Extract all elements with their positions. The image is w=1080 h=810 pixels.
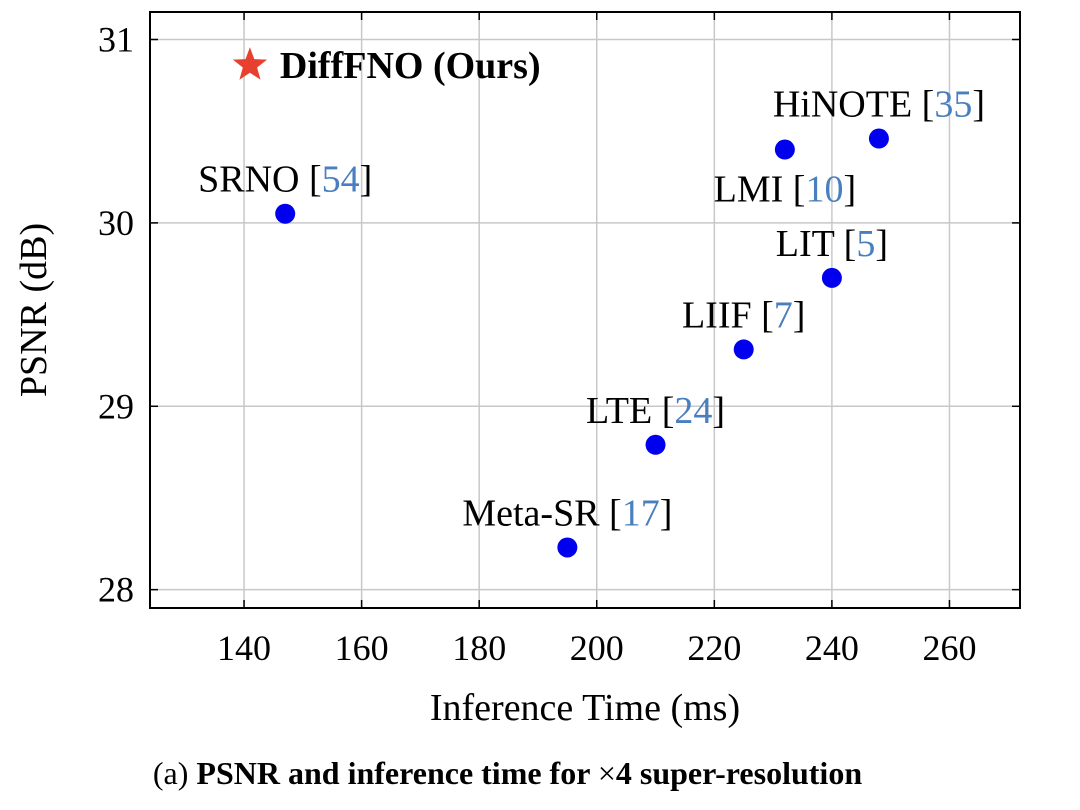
data-point (733, 339, 754, 360)
data-marks: SRNO [54] Meta-SR [17] LTE [24] LIIF [7] LIT… (198, 45, 985, 558)
y-tick-label: 28 (98, 570, 134, 610)
caption-prefix: (a) (152, 755, 197, 791)
data-label: LMI [10] (714, 169, 856, 211)
caption-bold-rest: 4 super-resolution (615, 755, 863, 791)
data-label: HiNOTE [35] (773, 84, 985, 126)
x-tick-label: 240 (805, 628, 859, 668)
caption-bold: PSNR and inference time for (196, 755, 598, 791)
y-tick-label: 29 (98, 386, 134, 426)
data-point (868, 128, 889, 149)
data-point (821, 267, 842, 288)
x-tick-label: 140 (217, 628, 271, 668)
chart: 140 160 180 200 220 240 260 28 29 30 31 Inference … (13, 11, 1021, 729)
x-tick-label: 200 (570, 628, 624, 668)
x-axis-label: Inference Time (ms) (430, 687, 740, 729)
data-point (275, 203, 296, 224)
figure-caption: (a) PSNR and inference time for ×4 super… (0, 755, 1015, 792)
data-label: LIIF [7] (682, 294, 805, 336)
plot-frame (149, 11, 1021, 609)
x-tick-label: 160 (335, 628, 389, 668)
x-tick-label: 220 (687, 628, 741, 668)
y-tick-label: 31 (98, 20, 134, 60)
y-tick-label: 30 (98, 203, 134, 243)
data-label: LIT [5] (776, 223, 888, 265)
grid (150, 12, 1020, 608)
data-label: SRNO [54] (198, 159, 372, 201)
data-label: Meta-SR [17] (462, 492, 672, 534)
caption-times: × (597, 755, 616, 791)
ours-star-marker (232, 47, 268, 80)
data-point (645, 434, 666, 455)
ours-label: DiffFNO (Ours) (280, 45, 541, 87)
y-axis-label: PSNR (dB) (13, 223, 55, 397)
x-tick-label: 260 (922, 628, 976, 668)
data-label: LTE [24] (586, 390, 725, 432)
x-tick-label: 180 (452, 628, 506, 668)
data-point (557, 537, 578, 558)
data-point (774, 139, 795, 160)
ticks: 140 160 180 200 220 240 260 28 29 30 31 (98, 12, 1020, 668)
